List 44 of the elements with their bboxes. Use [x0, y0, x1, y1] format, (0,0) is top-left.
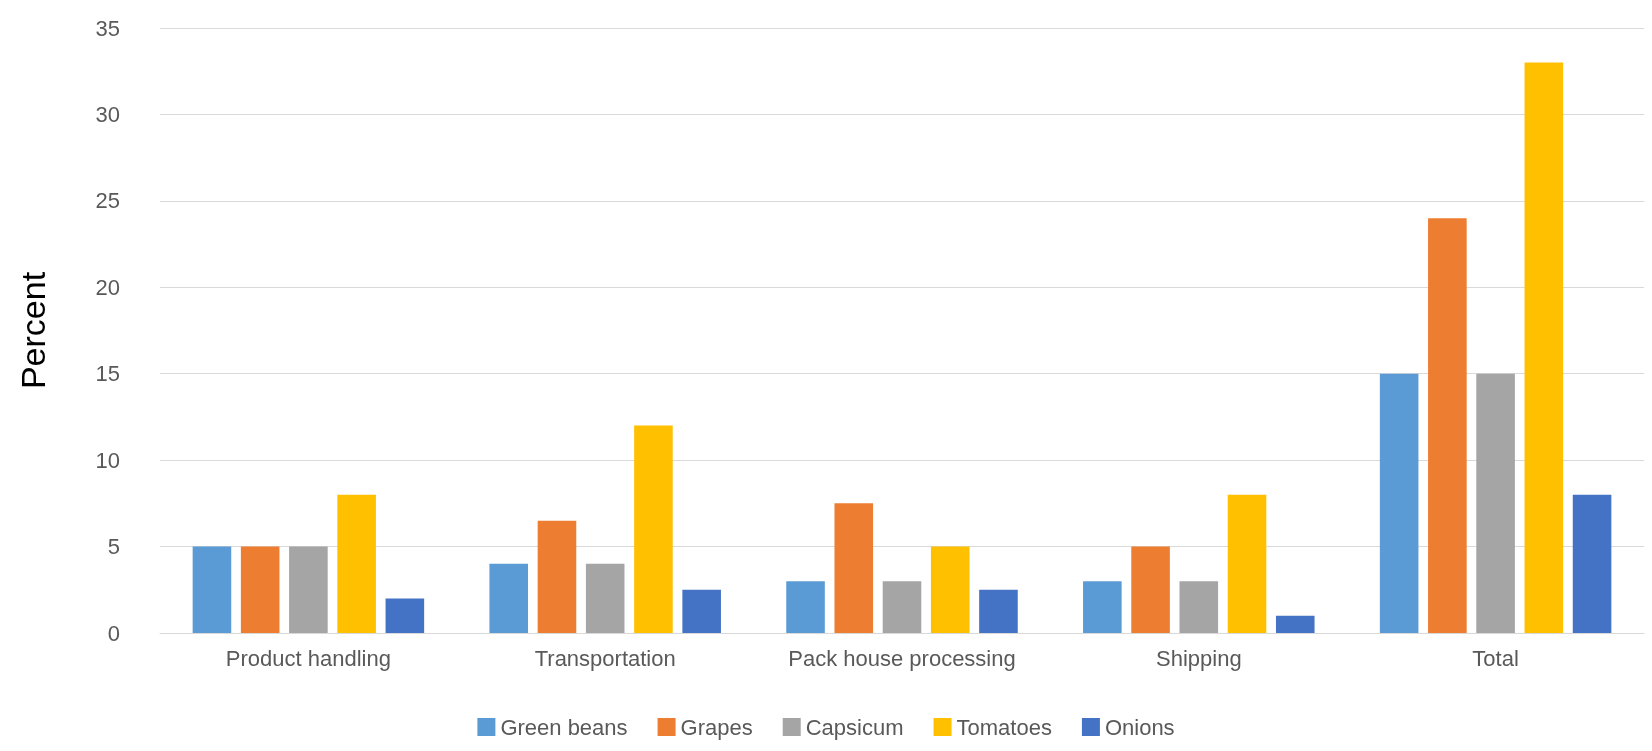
- bar: [1131, 546, 1170, 633]
- legend-label: Tomatoes: [956, 714, 1052, 740]
- x-tick-label: Pack house processing: [788, 645, 1016, 671]
- bar: [192, 546, 232, 633]
- x-tick-label: Total: [1472, 645, 1519, 671]
- y-tick-label: 20: [95, 274, 120, 300]
- bar: [1428, 218, 1467, 633]
- x-tick-label: Shipping: [1155, 645, 1242, 671]
- y-tick-label: 10: [95, 447, 120, 473]
- bar: [289, 546, 328, 633]
- bar: [240, 546, 280, 633]
- bar: [1083, 581, 1122, 633]
- bar: [979, 589, 1018, 633]
- bar: [1275, 615, 1315, 633]
- legend-label: Onions: [1104, 714, 1175, 740]
- y-axis-title: Percent: [14, 271, 52, 390]
- bar: [786, 581, 825, 633]
- bar: [1379, 373, 1419, 633]
- bar: [682, 589, 721, 633]
- x-tick-label: Product handling: [225, 645, 391, 671]
- bar: [634, 425, 673, 633]
- y-tick-label: 15: [95, 361, 120, 387]
- x-tick-label: Transportation: [534, 645, 676, 671]
- y-tick-label: 35: [95, 15, 120, 41]
- bar: [1524, 62, 1564, 633]
- bar: [1227, 494, 1267, 633]
- bar: [537, 520, 577, 633]
- bar: [385, 598, 425, 633]
- y-tick-label: 25: [95, 188, 120, 214]
- legend-label: Green beans: [500, 714, 628, 740]
- bar: [930, 546, 970, 633]
- bar: [1476, 373, 1515, 633]
- y-tick-label: 0: [107, 620, 120, 646]
- bar: [882, 581, 922, 633]
- bar: [1572, 494, 1612, 633]
- bar: [337, 494, 376, 633]
- y-tick-label: 5: [107, 534, 120, 560]
- bar: [585, 563, 625, 633]
- bar: [834, 503, 874, 633]
- bar: [489, 563, 529, 633]
- bar: [1179, 581, 1219, 633]
- legend-label: Capsicum: [805, 714, 904, 740]
- y-tick-label: 30: [95, 101, 120, 127]
- legend-label: Grapes: [680, 714, 753, 740]
